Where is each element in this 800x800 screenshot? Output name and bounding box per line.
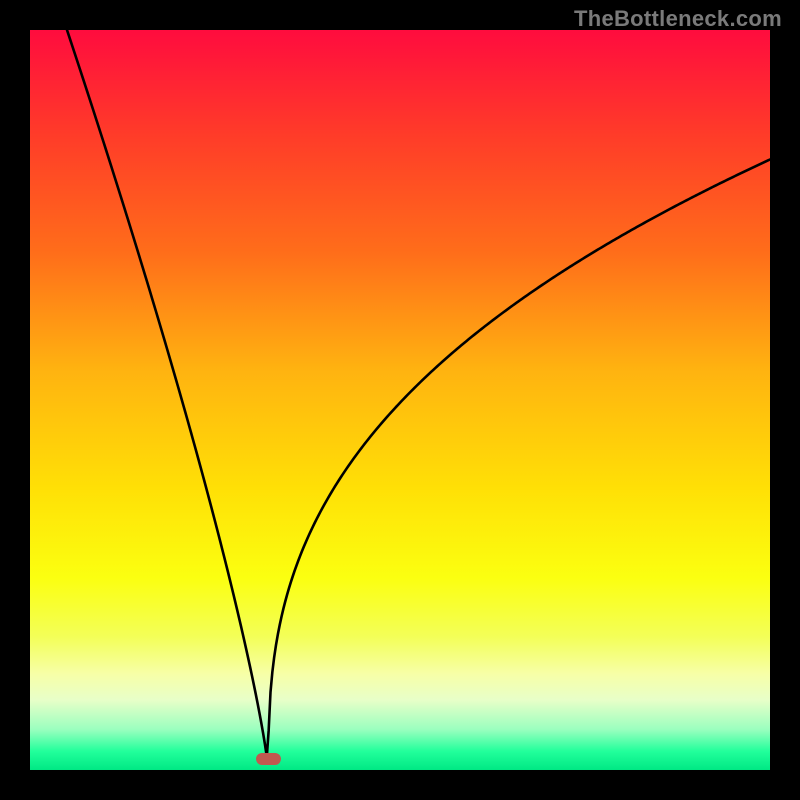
plot-area [30,30,770,770]
bottleneck-curve [30,30,770,770]
chart-canvas: TheBottleneck.com [0,0,800,800]
optimal-point-marker [256,753,281,765]
watermark-text: TheBottleneck.com [574,6,782,32]
